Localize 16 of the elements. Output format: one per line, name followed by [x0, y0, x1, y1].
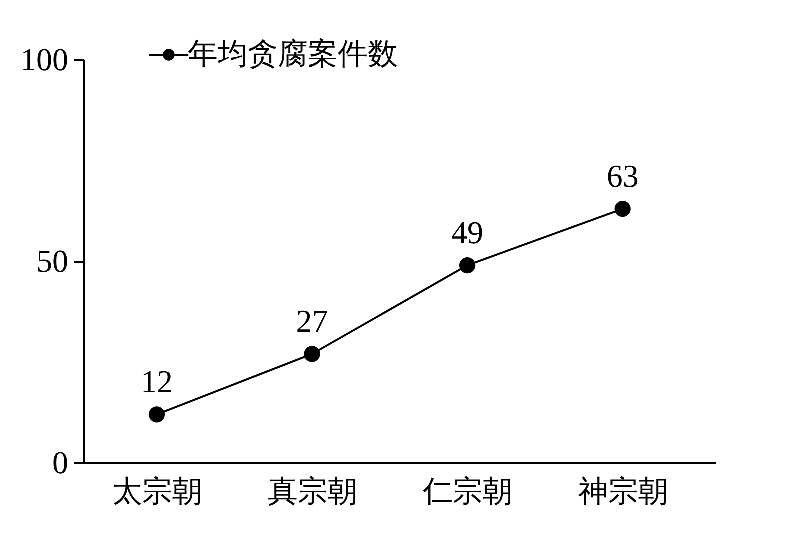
y-tick-label: 100: [20, 42, 68, 78]
y-tick-label: 0: [52, 444, 68, 480]
point: [459, 257, 476, 274]
legend-label: 年均贪腐案件数: [188, 38, 398, 71]
data-label: 63: [606, 158, 639, 194]
y-tick-label: 50: [36, 243, 68, 279]
point: [614, 201, 631, 218]
x-tick-label: 太宗朝: [112, 476, 202, 508]
data-label: 49: [452, 214, 484, 251]
data-label: 12: [140, 364, 173, 400]
point: [304, 346, 320, 362]
point: [148, 406, 166, 423]
x-tick-label: 真宗朝: [268, 476, 358, 508]
x-tick-label: 仁宗朝: [422, 476, 514, 508]
x-tick-label: 神宗朝: [578, 476, 668, 508]
data-label: 27: [296, 303, 328, 340]
